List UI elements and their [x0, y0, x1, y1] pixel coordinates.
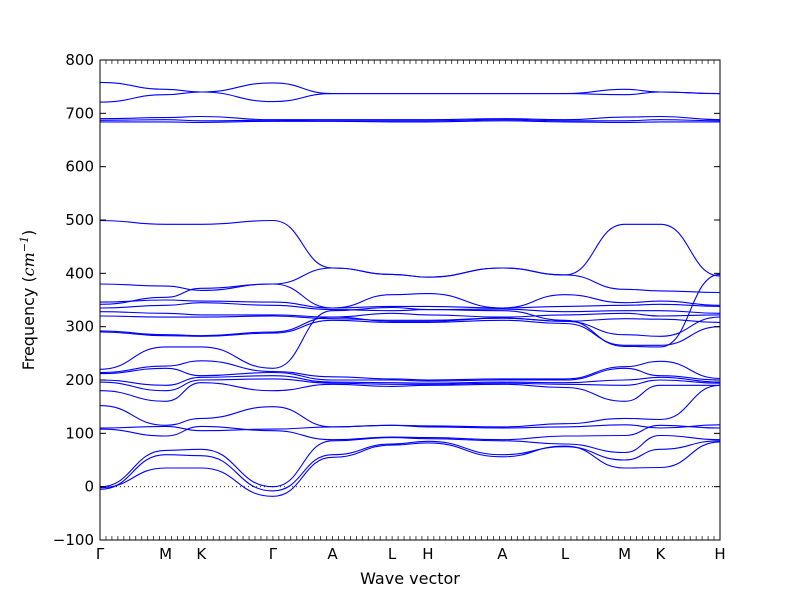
phonon-band-15	[99, 273, 721, 370]
y-tick-label: 0	[84, 478, 94, 496]
x-tick-label: K	[196, 545, 207, 563]
phonon-band-17	[99, 367, 721, 382]
phonon-band-8	[99, 293, 721, 309]
y-tick-label: −100	[53, 531, 94, 549]
phonon-band-20	[99, 382, 720, 402]
phonon-band-9	[99, 283, 721, 309]
y-tick-label: 800	[65, 51, 94, 69]
y-axis-label-exponent: −1	[18, 236, 31, 252]
phonon-band-16	[99, 360, 721, 381]
phonon-band-25	[99, 440, 721, 492]
phonon-band-19	[99, 378, 721, 392]
phonon-band-13	[99, 316, 721, 337]
x-tick-label: A	[327, 545, 338, 563]
x-tick-label: H	[422, 545, 433, 563]
x-tick-label: A	[497, 545, 508, 563]
x-tick-label: H	[714, 545, 725, 563]
phonon-band-12	[99, 315, 721, 323]
x-tick-label: Γ	[96, 545, 105, 563]
y-axis-label-prefix: Frequency (	[19, 276, 38, 370]
y-tick-label: 700	[65, 104, 94, 122]
phonon-band-24	[99, 434, 721, 488]
y-tick-label: 600	[65, 158, 94, 176]
phonon-band-5	[100, 120, 720, 123]
phonon-band-22	[99, 424, 721, 432]
y-axis-label-unit: cm	[19, 252, 38, 276]
phonon-band-11	[99, 311, 721, 318]
y-tick-label: 200	[65, 371, 94, 389]
y-axis-label: Frequency (cm−1)	[18, 230, 38, 371]
phonon-band-4	[99, 119, 721, 122]
phonon-band-7	[99, 267, 721, 294]
phonon-band-14	[99, 319, 721, 346]
y-tick-label: 100	[65, 424, 94, 442]
y-tick-labels: −100 0 100 200 300 400 500 600 700 800	[53, 51, 94, 549]
x-tick-label: M	[618, 545, 631, 563]
phonon-band-2	[99, 88, 721, 103]
bands-layer	[99, 81, 721, 497]
phonon-band-23	[99, 424, 721, 441]
phonon-band-3	[99, 115, 721, 121]
phonon-band-26	[99, 441, 721, 497]
y-tick-label: 300	[65, 318, 94, 336]
x-tick-label: L	[388, 545, 397, 563]
y-tick-label: 400	[65, 264, 94, 282]
plot-frame	[99, 59, 721, 541]
x-tick-label: K	[655, 545, 666, 563]
phonon-band-18	[99, 375, 721, 386]
ticks-layer	[99, 59, 721, 541]
phonon-band-10	[99, 302, 721, 314]
x-tick-label: M	[159, 545, 172, 563]
x-axis-label: Wave vector	[360, 569, 460, 588]
y-axis-label-suffix: )	[19, 230, 38, 236]
y-tick-label: 500	[65, 211, 94, 229]
x-tick-label: Γ	[269, 545, 278, 563]
x-tick-label: L	[561, 545, 570, 563]
